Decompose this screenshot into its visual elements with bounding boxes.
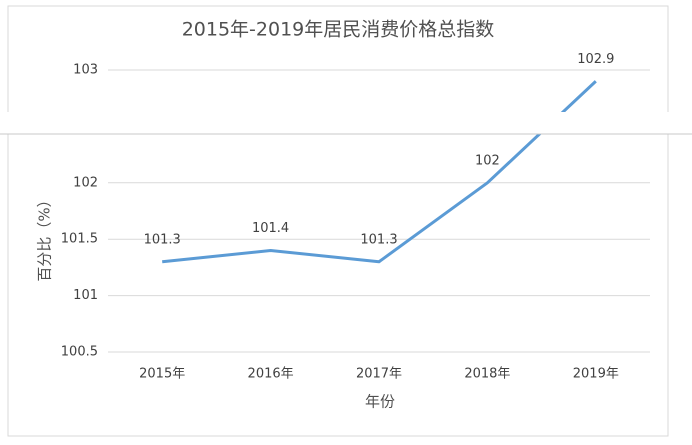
- y-tick-label: 101.5: [61, 232, 98, 247]
- y-tick-label: 101: [73, 288, 98, 303]
- data-label: 101.4: [252, 221, 289, 236]
- y-tick-label: 102: [73, 175, 98, 190]
- x-tick-label: 2016年: [248, 367, 294, 382]
- chart-border: [7, 5, 669, 437]
- data-label: 101.3: [144, 232, 181, 247]
- x-tick-label: 2015年: [139, 367, 185, 382]
- data-label: 102: [475, 153, 500, 168]
- data-line: [162, 80, 597, 264]
- x-tick-label: 2017年: [356, 367, 402, 382]
- x-axis-title: 年份: [365, 393, 395, 411]
- chart-title: 2015年-2019年居民消费价格总指数: [182, 19, 495, 41]
- overlay-strip: [0, 112, 692, 134]
- y-tick-label: 100.5: [61, 345, 98, 360]
- x-tick-label: 2019年: [573, 367, 619, 382]
- data-label: 102.9: [577, 52, 614, 67]
- y-tick-label: 103: [73, 63, 98, 78]
- y-axis-title: 百分比（%）: [36, 192, 54, 281]
- data-label: 101.3: [360, 232, 397, 247]
- x-tick-label: 2018年: [464, 367, 510, 382]
